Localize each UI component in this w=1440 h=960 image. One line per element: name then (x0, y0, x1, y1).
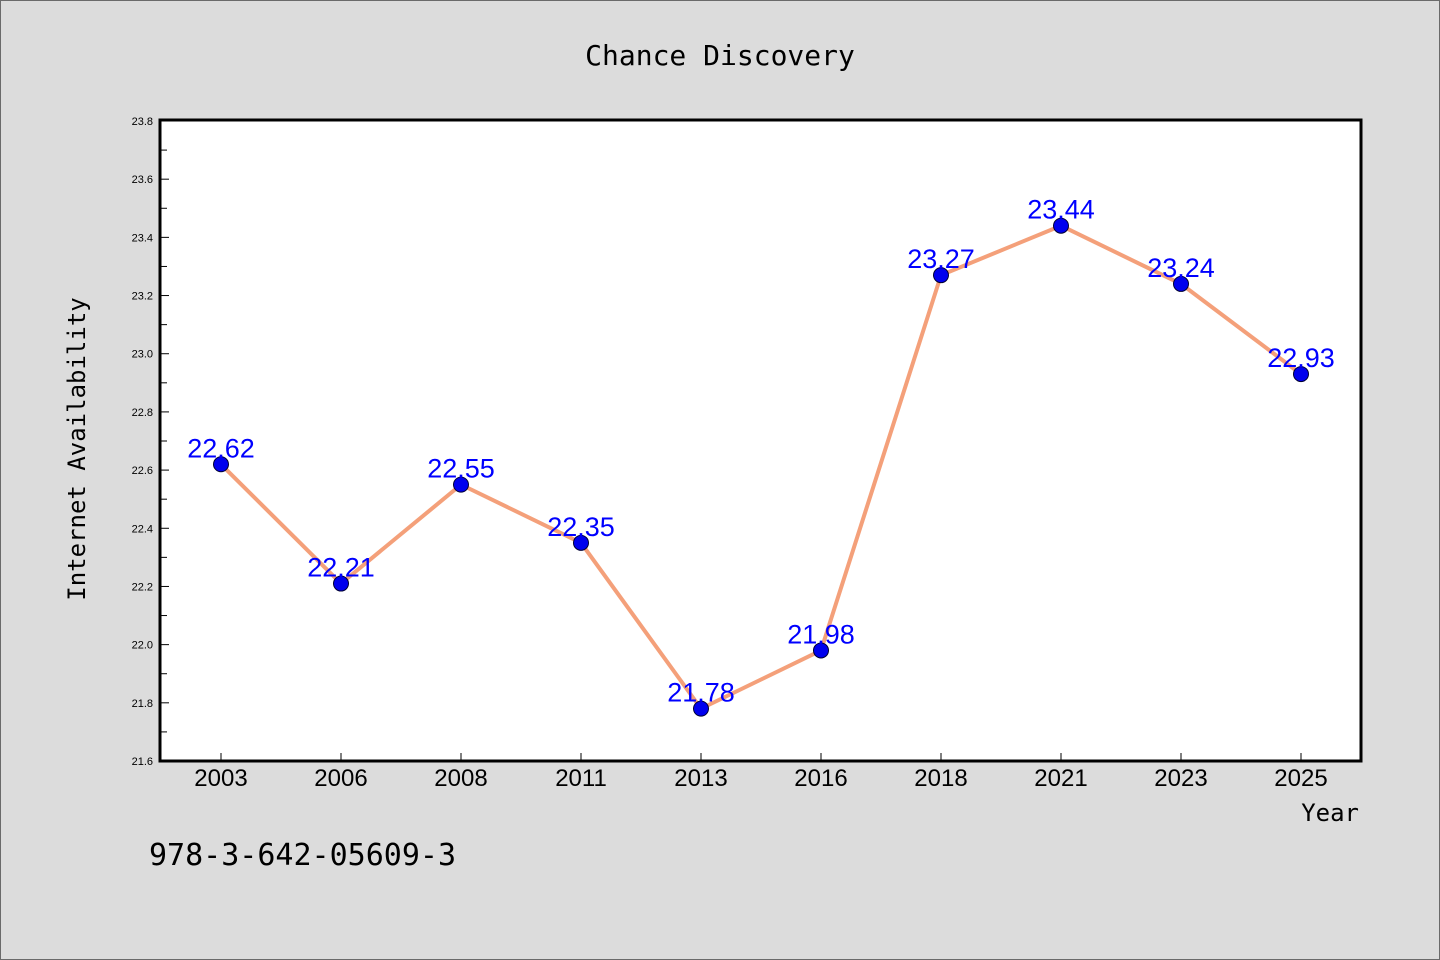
data-point (333, 575, 349, 592)
y-tick-label: 21.6 (132, 756, 153, 768)
x-axis-title: Year (1301, 799, 1359, 827)
data-point (933, 267, 949, 284)
series-group: 22.62 22.21 22.55 22.35 21.78 21.98 23.27 23.44… (187, 195, 1335, 717)
data-label: 22.55 (427, 454, 495, 484)
series-line (219, 223, 1303, 711)
y-tick-label: 23.8 (132, 116, 153, 128)
isbn-text: 978-3-642-05609-3 (149, 838, 456, 873)
plot-area (158, 118, 1363, 763)
x-tick-label: 2003 (194, 765, 247, 792)
y-tick-label: 22.8 (132, 407, 153, 419)
x-tick-label: 2023 (1154, 765, 1207, 792)
y-axis: 21.6 21.8 22.0 22.2 22.4 22.6 22.8 23.0 23.2 23.4… (132, 116, 169, 768)
data-label: 21.78 (667, 678, 735, 708)
data-label: 22.93 (1267, 343, 1335, 373)
chart-title: Chance Discovery (585, 39, 855, 72)
y-tick-label: 23.2 (132, 291, 153, 303)
data-label: 21.98 (787, 619, 855, 649)
y-tick-label: 23.4 (132, 232, 153, 244)
data-label: 22.62 (187, 433, 255, 463)
data-label: 23.27 (907, 244, 975, 274)
x-axis: 2003 2006 2008 2011 2013 2016 2018 2021 2023 2025 (194, 753, 1328, 792)
data-point (1173, 275, 1189, 292)
x-tick-label: 2006 (314, 765, 367, 792)
x-tick-label: 2021 (1034, 765, 1087, 792)
data-label: 23.24 (1147, 253, 1215, 283)
y-tick-label: 22.4 (132, 523, 153, 535)
x-tick-label: 2025 (1274, 765, 1327, 792)
x-tick-label: 2018 (914, 765, 967, 792)
y-tick-label: 21.8 (132, 698, 153, 710)
y-tick-label: 22.0 (132, 640, 153, 652)
data-label: 22.35 (547, 512, 615, 542)
y-axis-title: Internet Availability (63, 297, 91, 600)
y-tick-label: 22.2 (132, 581, 153, 593)
data-point (453, 476, 469, 493)
data-point (813, 642, 829, 659)
data-label: 23.44 (1027, 195, 1095, 225)
x-tick-label: 2013 (674, 765, 727, 792)
data-point (1053, 217, 1069, 234)
data-point (573, 534, 589, 551)
x-tick-label: 2008 (434, 765, 487, 792)
y-tick-label: 23.0 (132, 349, 153, 361)
x-tick-label: 2011 (555, 765, 607, 792)
y-tick-label: 22.6 (132, 465, 153, 477)
data-point (693, 700, 709, 717)
y-tick-label: 23.6 (132, 174, 153, 186)
data-point (1293, 366, 1309, 383)
data-label: 22.21 (307, 553, 375, 583)
x-tick-label: 2016 (794, 765, 847, 792)
data-point (213, 456, 229, 473)
